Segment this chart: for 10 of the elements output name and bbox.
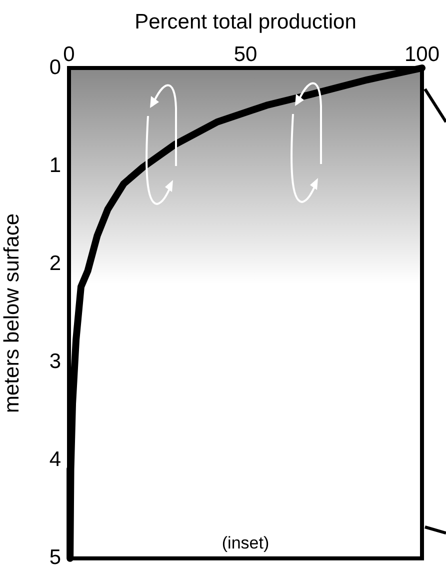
y-tick-label: 3 — [49, 350, 61, 374]
annotation: (inset) — [222, 534, 270, 553]
y-tick-label: 2 — [49, 252, 61, 275]
y-axis-title: meters below surface — [0, 213, 24, 413]
x-tick-label: 50 — [234, 43, 258, 66]
y-tick-label: 1 — [49, 154, 61, 177]
x-axis-title: Percent total production — [134, 10, 356, 34]
y-tick-label: 4 — [49, 448, 62, 472]
x-tick-label: 100 — [404, 43, 440, 66]
y-tick-label: 5 — [49, 546, 61, 570]
